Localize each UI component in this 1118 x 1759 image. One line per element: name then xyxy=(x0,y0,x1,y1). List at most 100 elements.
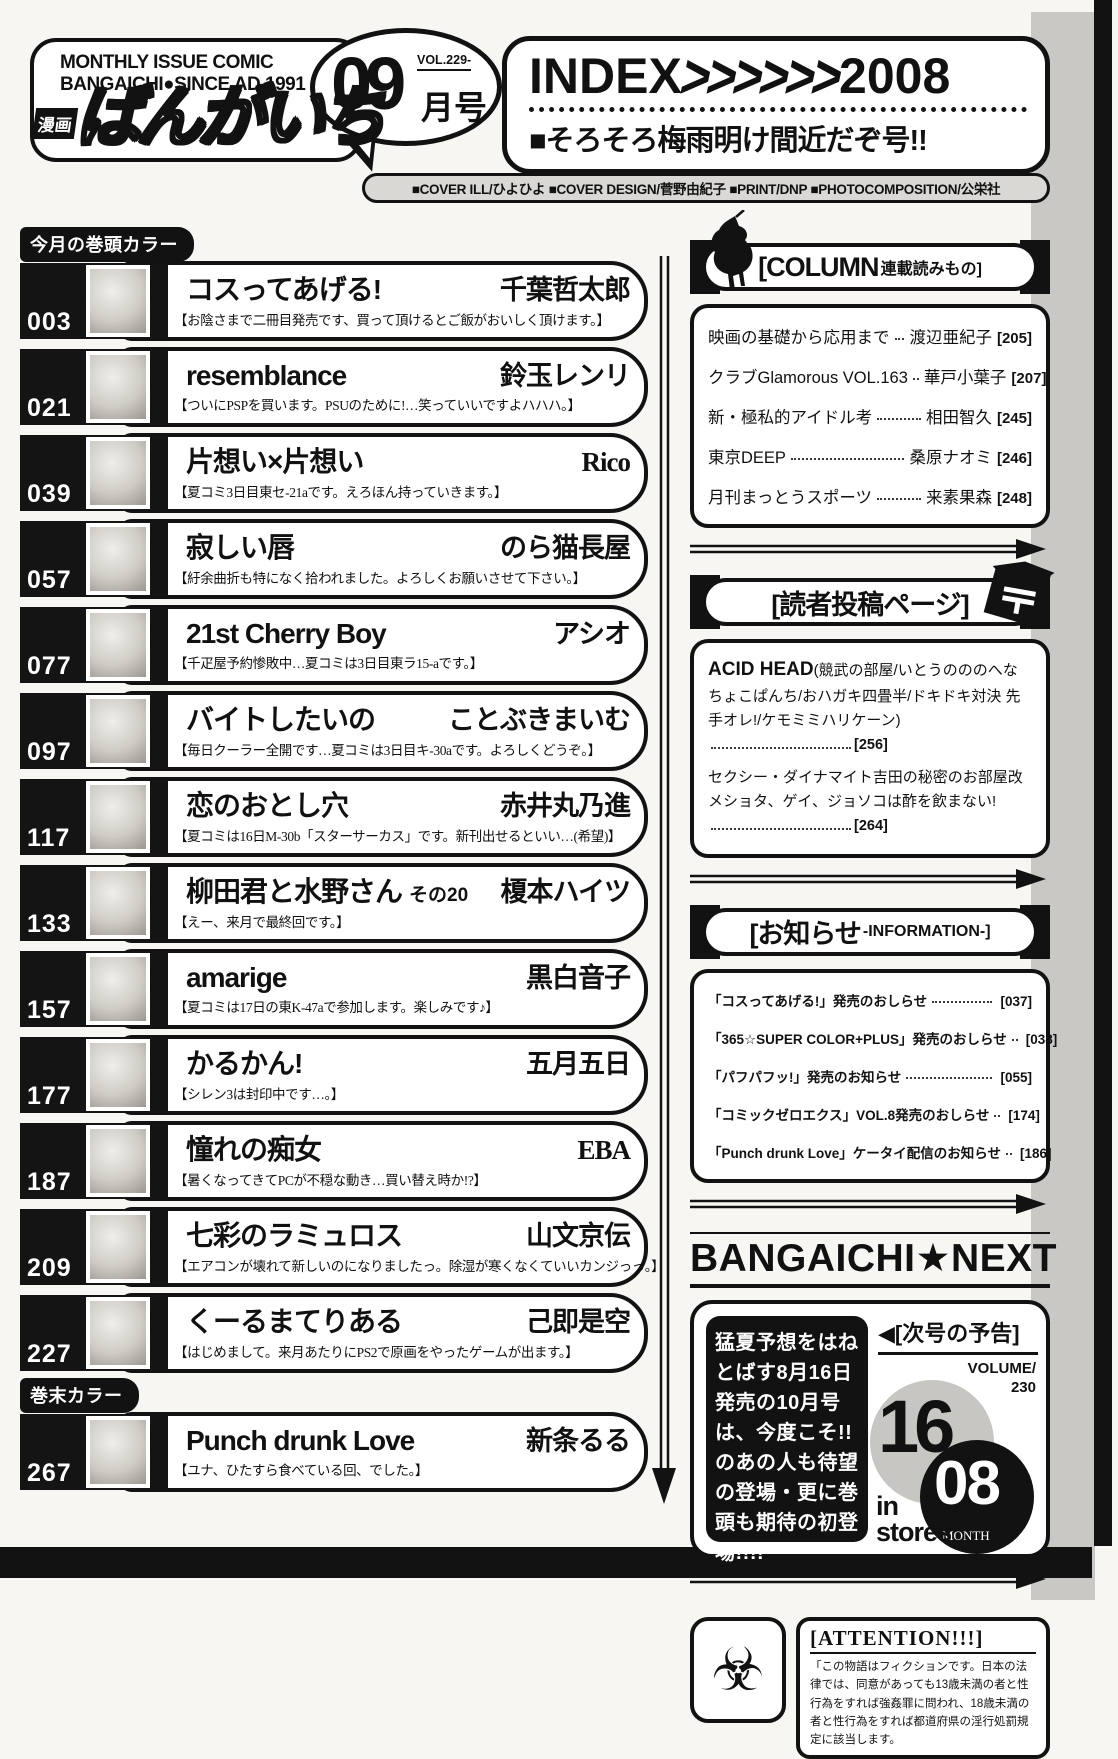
entry-author: のら猫長屋 xyxy=(500,533,631,563)
issue-month-suffix: 月号 xyxy=(421,89,487,126)
entry-thumbnail xyxy=(86,781,150,853)
entry-comment: 【紆余曲折も特になく拾われました。よろしくお願いさせて下さい。】 xyxy=(174,571,586,586)
index-year: 2008 xyxy=(839,48,951,104)
info-item-page: [037] xyxy=(1000,993,1032,1009)
down-arrow xyxy=(652,256,676,1504)
entry-comment: 【毎日クーラー全開です…夏コミは3日目キ-30aです。よろしくどうぞ。】 xyxy=(174,743,601,758)
entry-thumbnail xyxy=(86,1039,150,1111)
entry-author: 鈴玉レンリ xyxy=(500,361,631,391)
entry-page-number: 157 xyxy=(27,996,72,1024)
column-row: 新・極私的アイドル考 相田智久 [245] xyxy=(708,396,1032,436)
issue-subtitle: ■そろそろ梅雨明け間近だぞ号!! xyxy=(529,125,928,157)
info-item-text: 「コミックゼロエクス」VOL.8発売のおしらせ xyxy=(708,1107,990,1123)
next-volume-number: 230 xyxy=(1010,1378,1036,1396)
entry-title: resemblance xyxy=(186,360,347,391)
publisher-line-2: BANGAICHI●SINCE AD 1991 xyxy=(60,73,306,95)
entry-title: Punch drunk Love xyxy=(186,1425,415,1456)
month-label: MONTH xyxy=(942,1527,990,1543)
entry-page-number: 003 xyxy=(27,308,72,336)
entry-title: 21st Cherry Boy xyxy=(186,618,387,649)
toc-entry: resemblance 鈴玉レンリ 【ついにPSPを買います。PSUのために!…笑… xyxy=(20,347,650,429)
right-edge-bar xyxy=(1094,0,1112,1546)
column-item-title: 映画の基礎から応用まで xyxy=(708,329,890,347)
toc-entry: くーるまてりある 己即是空 【はじめまして。来月あたりにPS2で原画をやったゲーム… xyxy=(20,1293,650,1375)
toc-entry: 寂しい唇 のら猫長屋 【紆余曲折も特になく拾われました。よろしくお願いさせて下さい… xyxy=(20,519,650,601)
entry-author: アシオ xyxy=(553,619,631,649)
info-row: 「コスってあげる!」発売のおしらせ [037] xyxy=(708,981,1032,1019)
entry-thumbnail xyxy=(86,1211,150,1283)
index-banner: INDEX>>>>>>2008 ■そろそろ梅雨明け間近だぞ号!! xyxy=(502,36,1050,174)
reader-title: [読者投稿ページ] xyxy=(771,589,969,620)
entry-page-number: 097 xyxy=(27,738,72,766)
credits-bar: ■COVER ILL/ひよひよ ■COVER DESIGN/菅野由紀子 ■PRI… xyxy=(362,173,1050,203)
biohazard-icon: ☣ xyxy=(690,1616,786,1723)
entry-comment: 【えー、来月で最終回です。】 xyxy=(174,915,350,930)
reader-section-header: [読者投稿ページ] xyxy=(690,561,1055,631)
entry-page-number: 187 xyxy=(27,1168,72,1196)
column-item-author: 渡辺亜紀子 xyxy=(909,329,992,347)
entry-page-number: 021 xyxy=(27,394,72,422)
column-row: クラブGlamorous VOL.163 華戸小葉子 [207] xyxy=(708,356,1046,396)
volume-label: VOL.229- xyxy=(417,53,472,71)
entry-comment: 【ついにPSPを買います。PSUのために!…笑っていいですよハハハ。】 xyxy=(174,398,581,413)
entry-author: 五月五日 xyxy=(526,1049,631,1079)
toc-list: コスってあげる! 千葉哲太郎 【お陰さまで二冊目発売です、買って頂けるとご飯がおい… xyxy=(20,261,665,1375)
entry-thumbnail xyxy=(86,265,150,337)
entry-comment: 【ユナ、ひたすら食べている回、でした。】 xyxy=(174,1463,429,1478)
column-item-page: [246] xyxy=(996,450,1032,467)
next-preview-box: 猛夏予想をはねとばす8月16日発売の10月号は、今度こそ!!のあの人も待望の登場… xyxy=(690,1299,1050,1564)
info-row: 「パフパフッ!」発売のお知らせ [055] xyxy=(708,1057,1032,1095)
entry-title-sub: その20 xyxy=(409,885,469,906)
index-title: INDEX>>>>>>2008 xyxy=(529,41,1027,112)
info-item-text: 「パフパフッ!」発売のお知らせ xyxy=(708,1069,902,1085)
column-item-title: 東京DEEP xyxy=(708,449,786,467)
info-item-page: [186] xyxy=(1020,1145,1052,1161)
entry-title: コスってあげる! xyxy=(186,274,382,305)
entry-author: 新条るる xyxy=(526,1426,631,1456)
entry-title: バイトしたいの xyxy=(186,704,376,735)
entry-thumbnail xyxy=(86,609,150,681)
column-item-title: クラブGlamorous VOL.163 xyxy=(708,369,908,387)
entry-comment: 【千疋屋予約惨敗中…夏コミは3日目東ラ15-aです。】 xyxy=(174,656,483,671)
entry-thumbnail xyxy=(86,1416,150,1488)
next-volume-label: VOLUME/ xyxy=(967,1359,1036,1377)
column-item-title: 新・極私的アイドル考 xyxy=(708,409,873,427)
month-circle: 08 MONTH xyxy=(920,1439,1034,1554)
masthead-box: MONTHLY ISSUE COMIC BANGAICHI●SINCE AD 1… xyxy=(30,38,362,162)
toc-entry: 憧れの痴女 EBA 【暑くなってきてPCが不穏な動き…買い替え時か!?】 187 xyxy=(20,1121,650,1203)
attention-box: [ATTENTION!!!] 「この物語はフィクションです。日本の法律では、同意… xyxy=(796,1616,1050,1759)
entry-comment: 【夏コミ3日目東セ-21aです。えろほん持っていきます。】 xyxy=(174,485,508,500)
column-title: [COLUMN xyxy=(758,251,879,282)
entry-title: 柳田君と水野さん xyxy=(186,876,403,907)
entry-page-number: 117 xyxy=(27,824,71,852)
entry-page-number: 227 xyxy=(27,1340,72,1368)
info-title: [お知らせ xyxy=(749,919,861,950)
entry-author: 黒白音子 xyxy=(526,963,631,993)
column-item-author: 桑原ナオミ xyxy=(909,449,992,467)
stores-label: in stores xyxy=(876,1491,952,1548)
entry-comment: 【暑くなってきてPCが不穏な動き…買い替え時か!?】 xyxy=(174,1173,487,1188)
right-arrow xyxy=(690,539,1046,559)
entry-author: ことぶきまいむ xyxy=(448,705,631,735)
toc-entry: amarige 黒白音子 【夏コミは17日の東K-47aで参加します。楽しみです♪… xyxy=(20,949,650,1031)
column-item-author: 華戸小葉子 xyxy=(923,369,1007,387)
entry-thumbnail xyxy=(86,953,150,1025)
column-item-author: 来素果森 xyxy=(925,489,992,507)
back-color-badge: 巻末カラー xyxy=(20,1378,139,1413)
entry-thumbnail xyxy=(86,437,150,509)
column-row: 東京DEEP 桑原ナオミ [246] xyxy=(708,436,1032,476)
entry-comment: 【エアコンが壊れて新しいのになりましたっ。除湿が寒くなくていいカンジっっ。】 xyxy=(174,1259,665,1274)
entry-title: 恋のおとし穴 xyxy=(186,790,349,821)
entry-title: 片想い×片想い xyxy=(186,446,364,477)
entry-title: かるかん! xyxy=(186,1048,303,1079)
right-arrow xyxy=(690,1193,1046,1214)
info-row: 「コミックゼロエクス」VOL.8発売のおしらせ [174] xyxy=(708,1095,1040,1133)
toc-entry: 柳田君と水野さん その20 榎本ハイツ 【えー、来月で最終回です。】 133 xyxy=(20,863,650,945)
toc-entry: 恋のおとし穴 赤井丸乃進 【夏コミは16日M-30b「スターサーカス」です。新刊出… xyxy=(20,777,650,859)
column-row: 映画の基礎から応用まで 渡辺亜紀子 [205] xyxy=(708,316,1032,356)
info-body: 「コスってあげる!」発売のおしらせ [037] 「365☆SUPER COLOR+… xyxy=(690,968,1057,1183)
entry-comment: 【シレン3は封印中です…。】 xyxy=(174,1087,344,1102)
info-title-sub: -INFORMATION-] xyxy=(862,922,991,940)
entry-thumbnail xyxy=(86,1125,150,1197)
reader-item-name: ACID HEAD xyxy=(708,659,814,680)
